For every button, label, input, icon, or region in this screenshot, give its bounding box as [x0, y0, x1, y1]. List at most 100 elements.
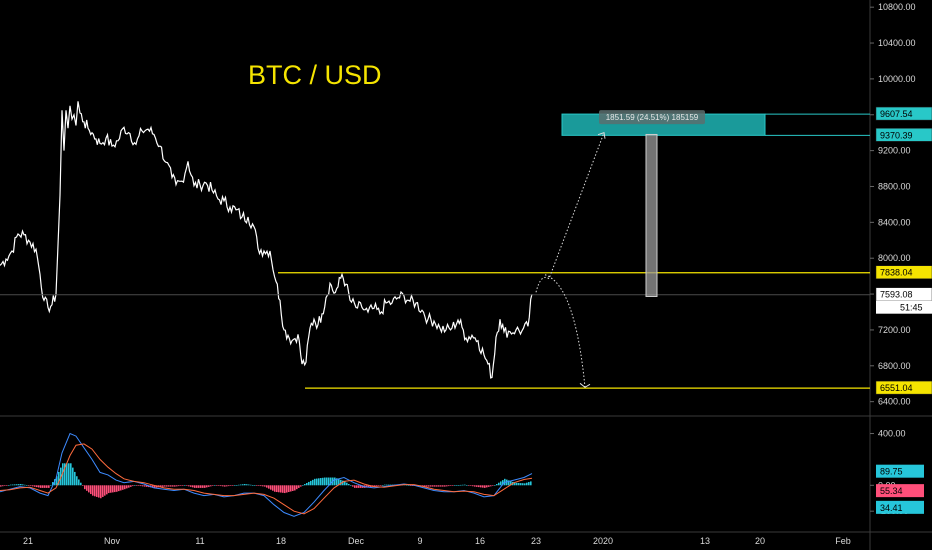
macd-histogram-bar	[380, 485, 382, 486]
macd-histogram-bar	[220, 485, 222, 487]
projection-up-path[interactable]	[535, 132, 605, 293]
macd-histogram-bar	[174, 485, 176, 487]
time-tick-label: Dec	[348, 536, 365, 546]
time-tick-label: 11	[195, 536, 204, 546]
macd-histogram-bar	[0, 485, 2, 487]
macd-histogram-bar	[136, 485, 138, 486]
macd-histogram-bar	[340, 479, 342, 486]
macd-histogram-bar	[62, 463, 64, 486]
macd-histogram-bar	[502, 480, 504, 486]
time-axis[interactable]: 21 Nov 11 18 Dec 9 16 23 2020 13 20 Feb	[23, 536, 851, 546]
measure-bar[interactable]	[645, 133, 658, 297]
price-tick-label: 6800.00	[878, 361, 911, 371]
macd-histogram-bar	[382, 485, 384, 486]
target-upper-badge: 9607.54	[880, 109, 913, 119]
macd-histogram-bar	[16, 484, 18, 486]
macd-histogram-bar	[180, 485, 182, 486]
macd-histogram-bar	[312, 479, 314, 486]
macd-histogram-bar	[484, 485, 486, 488]
resistance-badge: 7838.04	[880, 268, 913, 278]
macd-histogram-bar	[318, 478, 320, 486]
macd-histogram-bar	[524, 483, 526, 486]
macd-histogram-bar	[98, 485, 100, 498]
macd-histogram-bar	[170, 485, 172, 487]
macd-histogram-bar	[20, 484, 22, 486]
macd-histogram-bar	[160, 485, 162, 488]
macd-histogram-bar	[290, 485, 292, 492]
macd-histogram-bar	[446, 485, 448, 487]
chart-title: BTC / USD	[248, 60, 382, 90]
time-tick-label: Nov	[104, 536, 121, 546]
macd-histogram-bar	[284, 485, 286, 494]
macd-histogram-bar	[232, 485, 234, 486]
macd-histogram-bar	[368, 485, 370, 488]
histogram-value-badge-bg	[876, 500, 924, 514]
macd-plot-area[interactable]	[0, 432, 533, 517]
macd-line[interactable]	[0, 432, 533, 517]
macd-histogram-bar	[432, 485, 434, 487]
macd-histogram-bar	[100, 485, 102, 499]
macd-histogram-bar	[302, 485, 304, 486]
macd-histogram-bar	[130, 485, 132, 487]
macd-histogram-bar	[436, 485, 438, 487]
macd-histogram-bar	[294, 485, 296, 491]
macd-histogram-bar	[32, 485, 34, 487]
macd-histogram-bar	[492, 485, 494, 486]
signal-value-badge: 55.34	[880, 486, 903, 496]
macd-histogram-bar	[482, 485, 484, 488]
macd-histogram-bar	[226, 485, 228, 487]
macd-histogram-bar	[238, 484, 240, 486]
macd-histogram-bar	[114, 485, 116, 493]
macd-histogram-bar	[448, 485, 450, 487]
macd-histogram-bar	[270, 485, 272, 490]
macd-histogram-bar	[42, 485, 44, 488]
macd-histogram-bar	[252, 485, 254, 486]
macd-histogram-bar	[286, 485, 288, 493]
projection-down-path[interactable]	[544, 274, 586, 388]
macd-histogram-bar	[490, 485, 492, 487]
price-axis[interactable]: 10800.0010400.0010000.009600.009200.0088…	[870, 2, 932, 516]
macd-histogram-bar	[452, 485, 454, 486]
macd-histogram-bar	[68, 463, 70, 486]
macd-histogram-bar	[528, 482, 530, 486]
macd-histogram-bar	[480, 485, 482, 488]
macd-histogram-bar	[498, 482, 500, 486]
support-badge: 6551.04	[880, 383, 913, 393]
macd-histogram-bar	[78, 479, 80, 486]
macd-histogram-bar	[494, 485, 496, 486]
macd-histogram-bar	[28, 485, 30, 486]
resistance-badge-bg	[875, 265, 932, 279]
macd-histogram-bar	[454, 485, 456, 486]
support-badge-bg	[875, 380, 932, 395]
measure-label: 1851.59 (24.51%) 185159	[606, 113, 699, 122]
macd-histogram-bar	[326, 477, 328, 486]
macd-histogram-bar	[146, 485, 148, 487]
macd-histogram-bar	[496, 484, 498, 486]
macd-histogram-bar	[14, 484, 16, 486]
macd-histogram-bar	[144, 485, 146, 487]
price-tick-label: 6400.00	[878, 397, 911, 407]
price-line[interactable]	[0, 101, 533, 379]
signal-value-badge-bg	[876, 484, 924, 498]
macd-histogram-bar	[152, 485, 154, 488]
macd-histogram-bar	[94, 485, 96, 497]
macd-histogram-bar	[338, 479, 340, 486]
macd-histogram-bar	[48, 485, 50, 488]
macd-histogram-bar	[188, 485, 190, 487]
macd-histogram-bar	[316, 478, 318, 486]
macd-histogram-bar	[102, 485, 104, 497]
macd-histogram-bar	[196, 485, 198, 488]
macd-histogram-bar	[128, 485, 130, 488]
signal-line[interactable]	[0, 443, 533, 515]
macd-histogram-bar	[518, 482, 520, 486]
macd-histogram-bar	[74, 471, 76, 486]
macd-histogram-bar	[444, 485, 446, 487]
macd-histogram-bar	[464, 484, 466, 486]
price-plot-area[interactable]: 1851.59 (24.51%) 185159	[0, 101, 870, 389]
macd-histogram-bar	[268, 485, 270, 489]
macd-histogram-bar	[182, 485, 184, 486]
macd-histogram-bar	[10, 484, 12, 486]
macd-histogram-bar	[374, 485, 376, 487]
